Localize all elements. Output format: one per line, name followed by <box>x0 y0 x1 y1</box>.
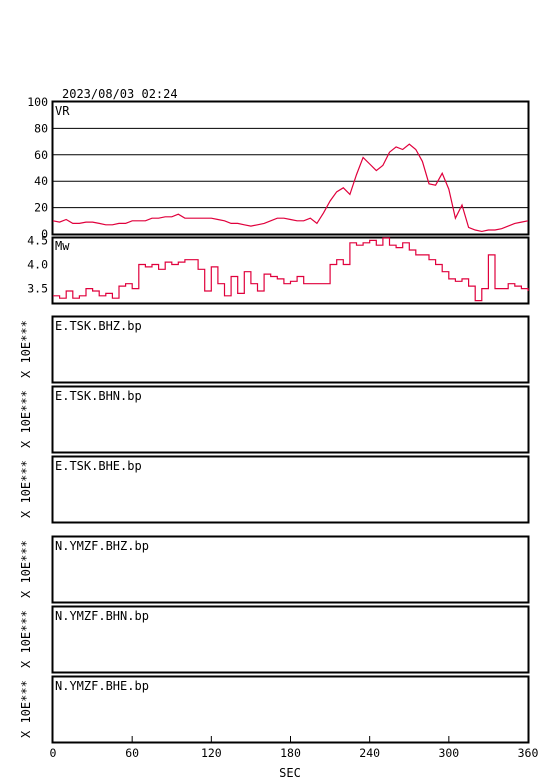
x-tick-label: 180 <box>280 746 301 760</box>
mw-y-tick-label: 4.0 <box>27 257 48 271</box>
trace-frame <box>51 385 530 454</box>
trace-panel: N.YMZF.BHZ.bp X 10E*** <box>19 535 530 604</box>
mw-y-ticks: 3.5 4.0 4.5 <box>27 233 48 295</box>
trace-label: E.TSK.BHN.bp <box>55 389 142 403</box>
x-tick-label: 120 <box>201 746 222 760</box>
mw-panel: 3.5 4.0 4.5 Mw <box>27 233 530 305</box>
vr-y-tick-label: 20 <box>34 201 48 215</box>
vr-y-tick-label: 60 <box>34 148 48 162</box>
trace-panel: N.YMZF.BHE.bp X 10E*** <box>19 675 530 744</box>
trace-label: E.TSK.BHZ.bp <box>55 319 142 333</box>
timestamp: 2023/08/03 02:24 <box>62 87 178 101</box>
vr-panel: 0 20 40 60 80 100 VR <box>27 95 530 241</box>
trace-frame <box>51 605 530 674</box>
trace-label: N.YMZF.BHE.bp <box>55 679 149 693</box>
x-tick-label: 60 <box>125 746 139 760</box>
mw-label: Mw <box>55 239 70 253</box>
trace-panel: E.TSK.BHZ.bp X 10E*** <box>19 315 530 384</box>
trace-panel: E.TSK.BHE.bp X 10E*** <box>19 455 530 524</box>
vr-y-tick-label: 40 <box>34 174 48 188</box>
mw-y-tick-label: 3.5 <box>27 282 48 296</box>
trace-frame <box>51 675 530 744</box>
trace-label: N.YMZF.BHZ.bp <box>55 539 149 553</box>
mw-frame <box>51 236 530 305</box>
vr-y-tick-label: 80 <box>34 121 48 135</box>
trace-scale-label: X 10E*** <box>19 320 33 378</box>
vr-y-ticks: 0 20 40 60 80 100 <box>27 95 48 241</box>
trace-scale-label: X 10E*** <box>19 460 33 518</box>
x-axis-label: SEC <box>279 766 301 780</box>
x-tick-label: 240 <box>359 746 380 760</box>
trace-scale-label: X 10E*** <box>19 540 33 598</box>
trace-panels: E.TSK.BHZ.bp X 10E*** E.TSK.BHN.bp X 10E… <box>19 315 530 744</box>
trace-scale-label: X 10E*** <box>19 610 33 668</box>
vr-label: VR <box>55 104 70 118</box>
trace-label: E.TSK.BHE.bp <box>55 459 142 473</box>
x-tick-label: 0 <box>50 746 57 760</box>
vr-y-tick-label: 100 <box>27 95 48 109</box>
mw-y-tick-label: 4.5 <box>27 233 48 247</box>
vr-gridlines <box>53 127 528 209</box>
trace-label: N.YMZF.BHN.bp <box>55 609 149 623</box>
vr-frame <box>51 100 530 236</box>
trace-panel: N.YMZF.BHN.bp X 10E*** <box>19 605 530 674</box>
x-tick-label: 300 <box>438 746 459 760</box>
trace-frame <box>51 315 530 384</box>
x-axis: 0 60 120 180 240 300 360 <box>50 736 539 760</box>
trace-frame <box>51 455 530 524</box>
vr-series-line <box>52 143 529 233</box>
trace-scale-label: X 10E*** <box>19 680 33 738</box>
trace-panel: E.TSK.BHN.bp X 10E*** <box>19 385 530 454</box>
mw-series-line <box>53 237 529 302</box>
trace-frame <box>51 535 530 604</box>
trace-scale-label: X 10E*** <box>19 390 33 448</box>
x-tick-label: 360 <box>518 746 539 760</box>
vr-y-tick-label: 0 <box>41 227 48 241</box>
